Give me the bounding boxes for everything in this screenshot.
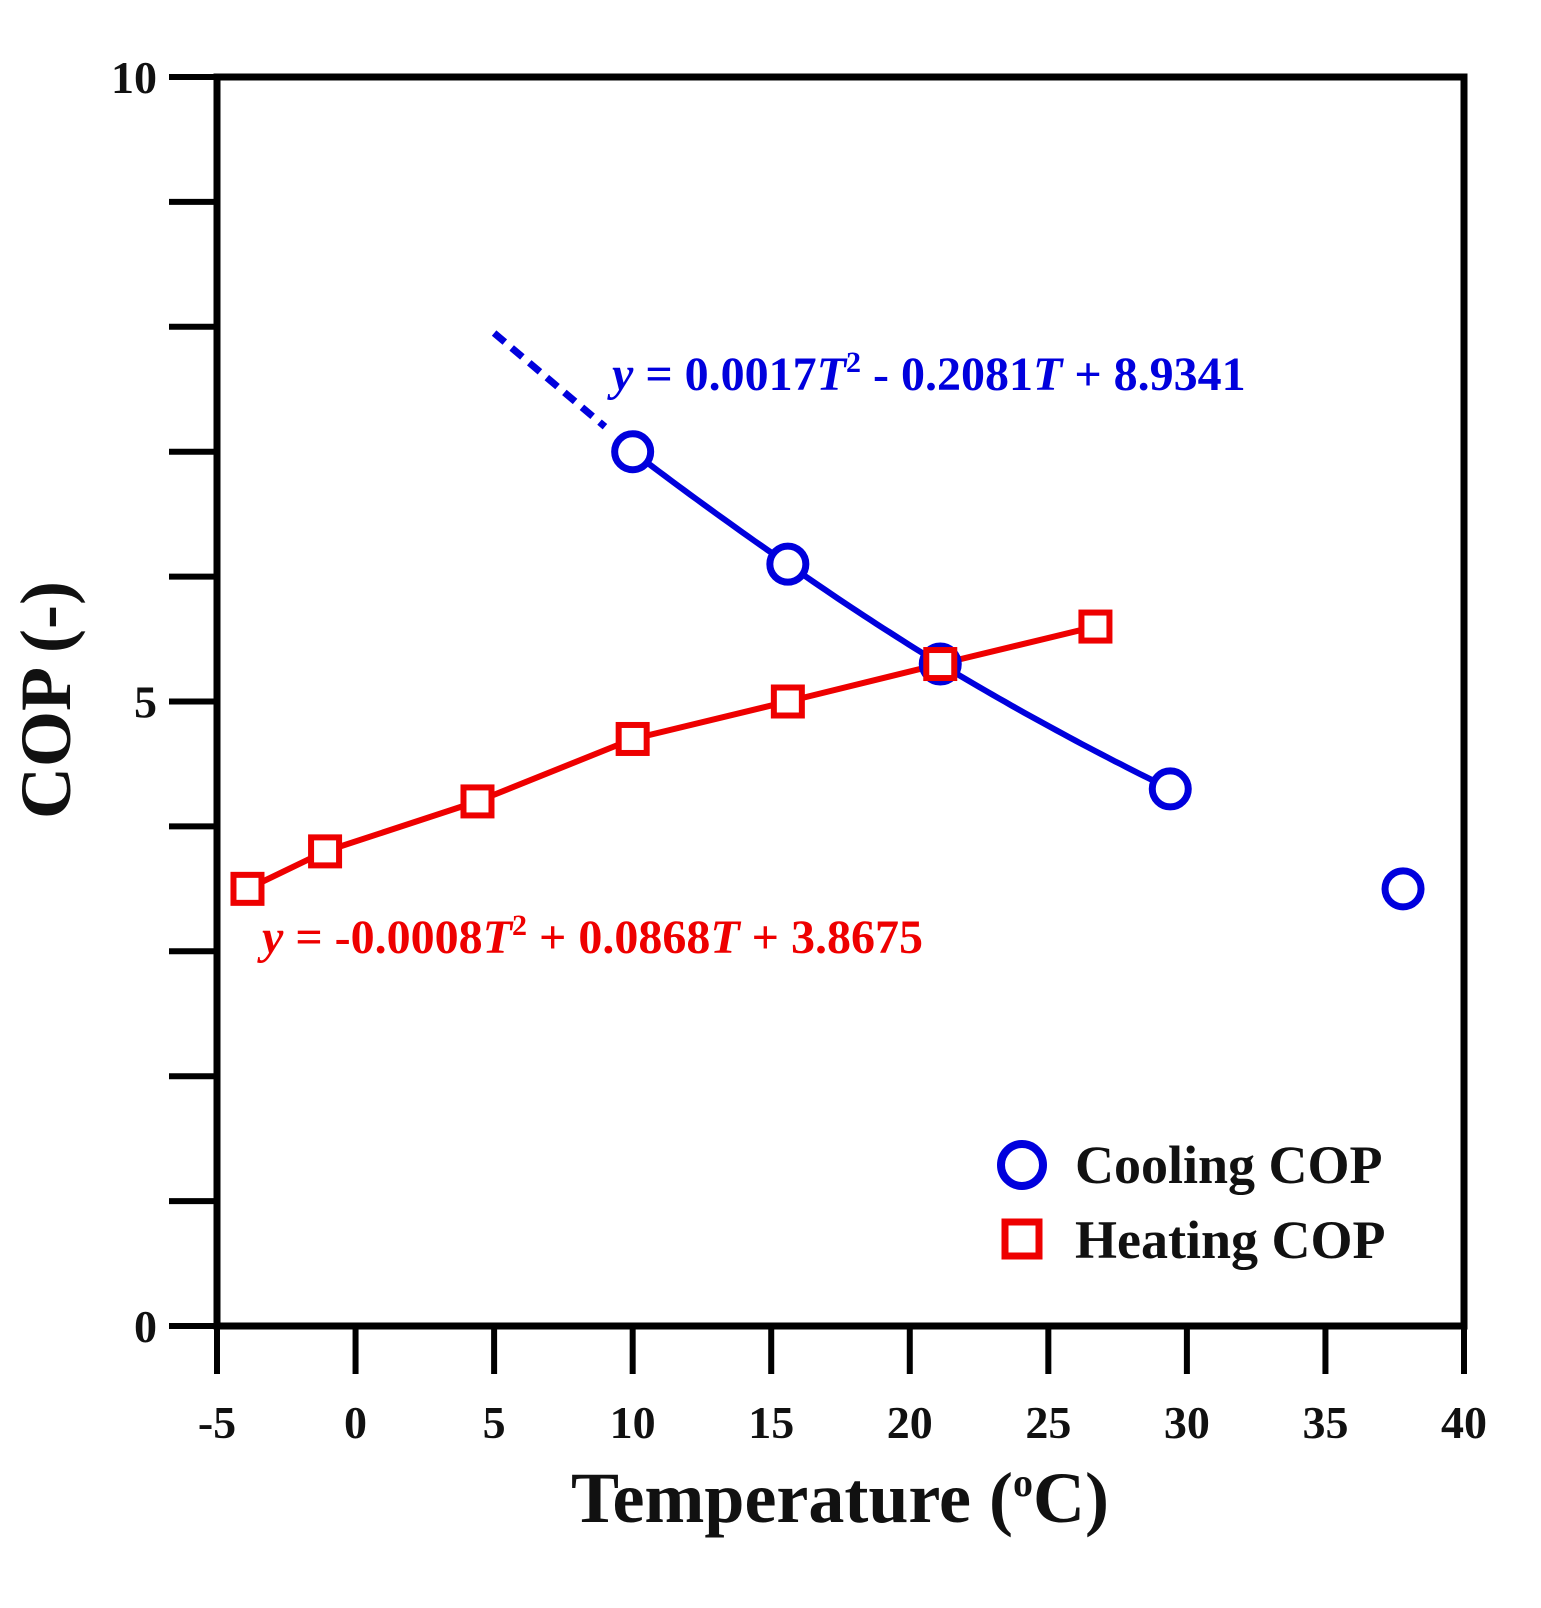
heating-eq-part2: + 0.0868 bbox=[527, 911, 710, 964]
x-tick-label-40: 40 bbox=[1441, 1397, 1487, 1448]
heating-point bbox=[460, 784, 495, 819]
x-axis-title: Temperature (oC) bbox=[571, 1458, 1109, 1538]
heating-point bbox=[923, 647, 958, 682]
heating-eq-T2: T bbox=[710, 911, 741, 964]
legend: Cooling COP Heating COP bbox=[997, 1135, 1385, 1270]
axis-ticks bbox=[169, 74, 1467, 1374]
x-tick-label-15: 15 bbox=[748, 1397, 794, 1448]
x-tick-label-25: 25 bbox=[1025, 1397, 1071, 1448]
legend-heating-label: Heating COP bbox=[1075, 1210, 1385, 1270]
cooling-eq-part1: = 0.0017 bbox=[633, 348, 816, 401]
heating-point bbox=[230, 871, 265, 906]
heating-eq-part3: + 3.8675 bbox=[740, 911, 923, 964]
heating-point bbox=[770, 684, 805, 719]
x-axis-title-degree: o bbox=[1013, 1460, 1033, 1505]
cooling-eq-sup: 2 bbox=[846, 346, 861, 379]
axis-tick-labels: 0 5 10 -5 0 5 10 15 20 25 30 35 40 bbox=[111, 52, 1487, 1448]
cooling-point bbox=[611, 430, 655, 474]
y-tick-label-5: 5 bbox=[134, 677, 157, 728]
plot-frame bbox=[213, 73, 1468, 1330]
heating-point bbox=[615, 721, 650, 756]
heating-point bbox=[308, 834, 343, 869]
x-tick-label-10: 10 bbox=[610, 1397, 656, 1448]
cooling-eq-y: y bbox=[607, 348, 634, 401]
x-tick-label-0: 0 bbox=[344, 1397, 367, 1448]
legend-cooling-marker bbox=[997, 1140, 1047, 1190]
cooling-eq-T2: T bbox=[1033, 348, 1064, 401]
legend-cooling-label: Cooling COP bbox=[1075, 1135, 1383, 1195]
y-axis-title: COP (-) bbox=[6, 581, 86, 819]
cooling-point bbox=[1381, 867, 1425, 911]
cooling-eq-part3: + 8.9341 bbox=[1062, 348, 1245, 401]
heating-eq-y: y bbox=[257, 911, 284, 964]
x-axis-title-main: Temperature ( bbox=[571, 1458, 1013, 1538]
heating-point bbox=[1078, 609, 1113, 644]
heating-eq-sup: 2 bbox=[512, 909, 527, 942]
x-axis-title-unit: C) bbox=[1033, 1458, 1109, 1538]
cooling-eq-T1: T bbox=[817, 348, 848, 401]
legend-heating-marker bbox=[1001, 1218, 1043, 1260]
heating-eq-T1: T bbox=[483, 911, 514, 964]
cooling-equation: y = 0.0017T2 - 0.2081T + 8.9341 bbox=[607, 346, 1246, 401]
x-tick-label-35: 35 bbox=[1302, 1397, 1348, 1448]
x-tick-label-30: 30 bbox=[1164, 1397, 1210, 1448]
x-tick-label-20: 20 bbox=[887, 1397, 933, 1448]
y-tick-label-0: 0 bbox=[134, 1301, 157, 1352]
x-tick-label--5: -5 bbox=[198, 1397, 236, 1448]
cooling-extrapolation-line bbox=[491, 330, 608, 430]
y-tick-label-10: 10 bbox=[111, 52, 157, 103]
cooling-point bbox=[766, 542, 810, 586]
cooling-eq-part2: - 0.2081 bbox=[861, 348, 1033, 401]
heating-eq-part1: = -0.0008 bbox=[283, 911, 482, 964]
cooling-point bbox=[1148, 767, 1192, 811]
x-tick-label-5: 5 bbox=[483, 1397, 506, 1448]
heating-equation: y = -0.0008T2 + 0.0868T + 3.8675 bbox=[257, 909, 923, 964]
cooling-cop-line bbox=[630, 449, 1167, 790]
